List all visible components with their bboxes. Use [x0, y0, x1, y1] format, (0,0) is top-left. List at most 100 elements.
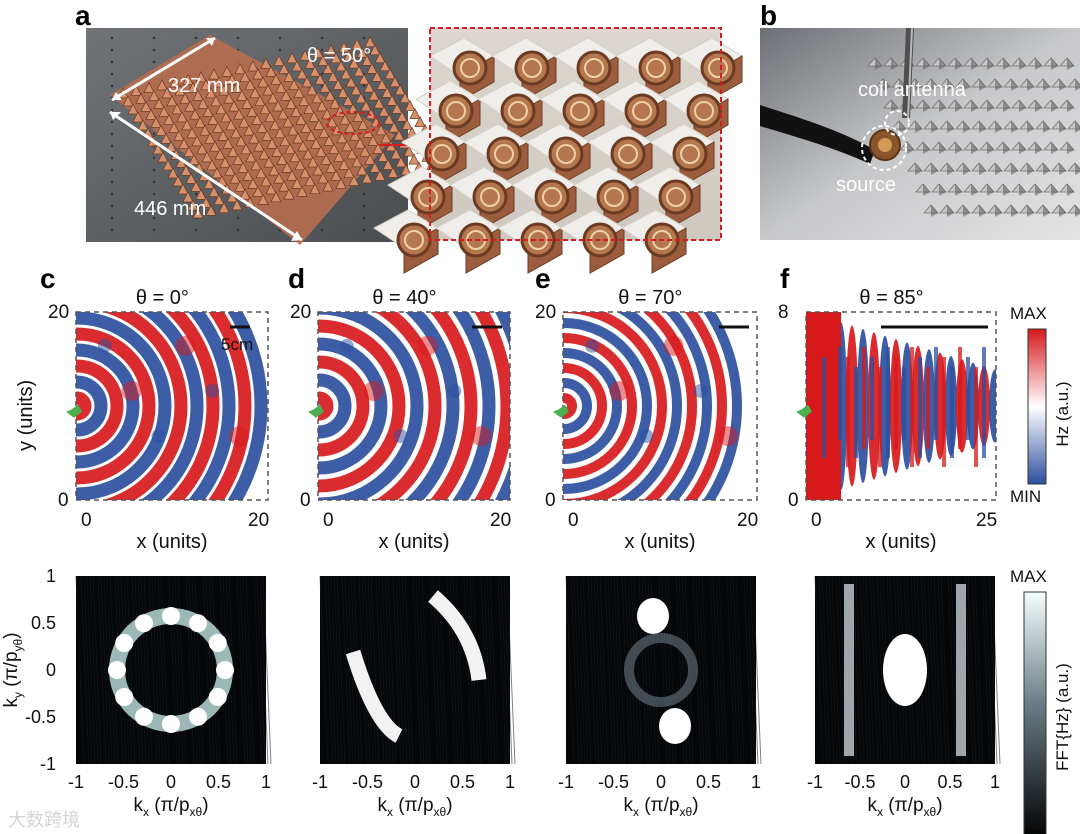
- coil-outer-ring: [548, 136, 584, 172]
- pyramid-shadow: [987, 184, 994, 196]
- metasurface-unit: [218, 84, 230, 96]
- coil-inner-ring: [480, 187, 500, 207]
- panel-c-field-frame: [75, 311, 269, 501]
- wavefront-ring: [76, 359, 124, 453]
- metasurface-unit: [323, 134, 335, 146]
- metasurface-unit: [344, 121, 356, 133]
- metasurface-unit: [215, 103, 227, 115]
- metasurface-unit: [303, 102, 315, 114]
- field-speckle: [447, 383, 462, 398]
- wavefront-ring: [617, 312, 682, 500]
- fft-noise-line: [483, 575, 493, 765]
- panel-e-field-xtick-left: 0: [568, 510, 579, 531]
- fft-colorbar-max: MAX: [1010, 567, 1047, 586]
- fft-d: -1 -0.5 0 0.5 1 kx (π/pxθ): [312, 575, 516, 819]
- fft-noise-line: [974, 575, 984, 765]
- fft-noise-line: [185, 575, 195, 765]
- metasurface-unit: [343, 49, 355, 61]
- metasurface-unit: [253, 140, 265, 152]
- metasurface-unit: [319, 81, 331, 93]
- metasurface-unit: [257, 193, 269, 205]
- fft-xtick: 0.5: [696, 772, 721, 792]
- metasurface-unit: [199, 124, 211, 136]
- table-hole: [278, 36, 282, 40]
- fft-noise-line: [463, 575, 473, 765]
- pyramid-shadow: [963, 163, 970, 175]
- fft-noise-line: [404, 575, 414, 765]
- pyramid-shadow: [1019, 184, 1026, 196]
- table-hole: [110, 156, 114, 160]
- pyramid-shadow: [947, 121, 954, 133]
- metasurface-unit: [355, 92, 367, 104]
- metasurface-spikes: [117, 35, 451, 219]
- metasurface-unit: [361, 54, 373, 66]
- fft-noise-line: [984, 575, 994, 765]
- wavefront-ring: [563, 348, 622, 464]
- metasurface-unit: [238, 116, 250, 128]
- dimension-line-327: [111, 36, 216, 102]
- metasurface-unit: [328, 142, 340, 154]
- metasurface-unit: [187, 199, 199, 211]
- fft-colorbar-zero: 0: [1030, 814, 1039, 833]
- pyramid-shadow: [1003, 142, 1010, 154]
- fft-noise-line: [262, 575, 272, 765]
- fft-noise-line: [160, 575, 170, 765]
- metasurface-unit: [264, 110, 276, 123]
- metasurface-unit: [204, 132, 216, 144]
- coil-outer-ring: [638, 50, 674, 86]
- coil-outer-ring: [472, 179, 508, 215]
- metasurface-unit: [320, 153, 332, 165]
- metasurface-unit: [156, 79, 168, 91]
- panel-e-field-xlabel: x (units): [624, 531, 695, 553]
- metasurface-unit: [325, 44, 337, 56]
- metasurface-unit: [228, 100, 240, 112]
- metasurface-unit: [150, 116, 162, 128]
- fft-noise-line: [715, 575, 725, 765]
- metasurface-unit: [364, 35, 376, 48]
- label-part: (π/p: [1, 651, 22, 692]
- metasurface-unit: [335, 177, 347, 189]
- panel-letter-b: b: [760, 0, 777, 31]
- fft-noise-line: [613, 575, 623, 765]
- metasurface-unit: [217, 129, 229, 141]
- panel-b-pyramids: [867, 57, 1080, 217]
- wavefront-ring: [318, 337, 388, 475]
- fft-noise-line: [421, 575, 431, 765]
- fft-xtick: -0.5: [844, 772, 875, 792]
- wavefront-ring: [563, 318, 652, 494]
- table-hole: [110, 216, 114, 220]
- metasurface-unit: [336, 132, 348, 144]
- metasurface-unit: [335, 60, 347, 72]
- fft-noise-line: [590, 575, 600, 765]
- panel-e-field-xtick-right: 20: [737, 510, 758, 531]
- pyramid-shadow: [939, 142, 946, 154]
- pyramid-shadow: [891, 100, 898, 112]
- metasurface-unit: [203, 177, 215, 189]
- metasurface-unit: [205, 204, 217, 216]
- pyramid-shadow: [987, 100, 994, 112]
- fft-xtick: -1: [68, 772, 84, 792]
- fft-noise-line: [92, 575, 102, 765]
- fft-hotspot: [216, 661, 234, 679]
- dimension-label-327: 327 mm: [168, 75, 240, 97]
- panel-e-field-frame: [562, 311, 758, 501]
- wavefront-ring: [563, 363, 607, 449]
- label-part: (π/p: [149, 795, 190, 816]
- fft-noise-line: [749, 575, 759, 765]
- metasurface-unit: [213, 76, 225, 88]
- metasurface-unit: [388, 121, 400, 133]
- metasurface-unit: [226, 73, 238, 85]
- pyramid-shadow: [979, 121, 986, 133]
- metasurface-unit: [155, 124, 167, 136]
- metasurface-unit: [251, 113, 263, 125]
- metasurface-unit: [202, 105, 214, 117]
- wavefront-ring: [208, 312, 252, 500]
- zoom-highlight: [326, 111, 380, 135]
- coil-outer-ring: [424, 136, 460, 172]
- pyramid-shadow: [891, 58, 898, 70]
- pyramid-shadow: [947, 79, 954, 91]
- metasurface-unit: [396, 110, 408, 122]
- wavefront-ring: [318, 355, 370, 457]
- metasurface-unit: [157, 151, 169, 163]
- table-hole: [362, 204, 366, 208]
